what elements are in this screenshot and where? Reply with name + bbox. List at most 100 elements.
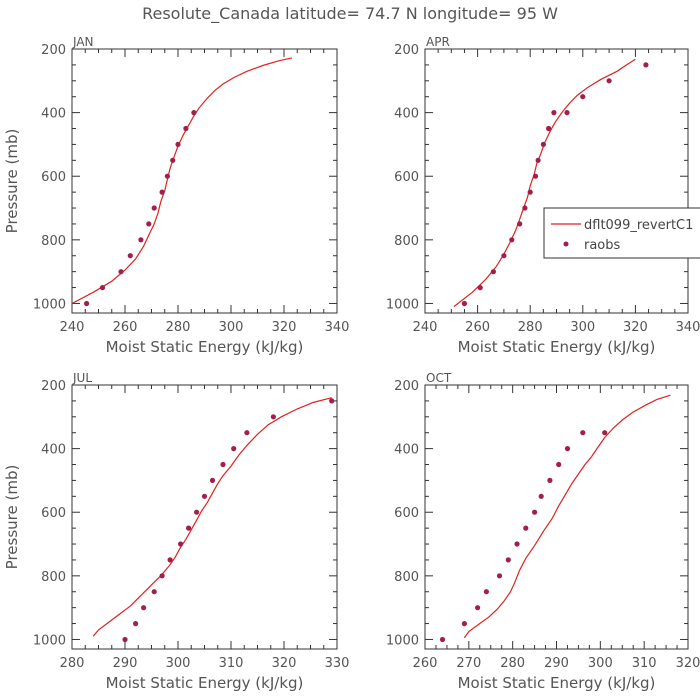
y-tick-label: 1000: [386, 633, 419, 648]
raobs-point: [461, 621, 467, 627]
raobs-point: [501, 253, 507, 259]
y-tick-label: 1000: [33, 297, 66, 312]
plot-frame: [71, 48, 338, 314]
raobs-point: [164, 173, 170, 179]
y-tick-label: 800: [41, 570, 66, 585]
x-tick-label: 310: [219, 656, 244, 671]
x-tick-label: 240: [413, 320, 438, 335]
x-tick-label: 260: [465, 320, 490, 335]
raobs-point: [141, 605, 147, 611]
model-line: [92, 397, 332, 637]
y-tick-label: 600: [41, 506, 66, 521]
x-tick-label: 240: [60, 320, 85, 335]
raobs-point: [606, 78, 612, 84]
raobs-point: [477, 285, 483, 291]
raobs-point: [580, 94, 586, 100]
x-tick-label: 320: [272, 656, 297, 671]
raobs-point: [540, 141, 547, 147]
raobs-point: [201, 493, 208, 499]
raobs-point: [99, 285, 106, 291]
raobs-point: [556, 461, 562, 468]
y-axis-label: Pressure (mb): [3, 129, 21, 234]
raobs-point: [244, 430, 250, 436]
x-tick-label: 310: [632, 656, 657, 671]
raobs-point: [538, 493, 544, 499]
raobs-point: [547, 477, 553, 483]
x-tick-label: 300: [570, 320, 595, 335]
panel-jul: JUL 280 290 300 310 320 330 200 400 600 800 1000 Moi…: [3, 371, 349, 692]
panel-apr: APR 240 260 280 300 320 340 200 400 600 800 1000 Moi…: [386, 35, 700, 356]
legend-box: [543, 207, 700, 259]
raobs-point: [191, 110, 197, 116]
y-tick-label: 1000: [386, 297, 419, 312]
x-tick-label: 320: [676, 656, 700, 671]
raobs-point: [159, 189, 165, 195]
raobs-point: [475, 605, 481, 611]
y-tick-label: 400: [41, 107, 66, 122]
x-tick-label: 340: [325, 320, 350, 335]
legend: dflt099_revertC1 raobs: [543, 207, 700, 259]
raobs-point: [532, 173, 539, 179]
panel-label: OCT: [426, 371, 452, 385]
x-tick-label: 300: [166, 656, 191, 671]
x-tick-label: 290: [544, 656, 569, 671]
raobs-point: [84, 300, 90, 307]
raobs-point: [551, 110, 557, 116]
raobs-point: [146, 221, 152, 227]
raobs-point: [564, 110, 570, 116]
x-tick-label: 320: [623, 320, 648, 335]
raobs-point: [329, 398, 335, 404]
raobs-point: [122, 636, 128, 643]
raobs-point: [138, 237, 144, 243]
y-tick-label: 400: [41, 443, 66, 458]
y-tick-label: 200: [41, 379, 66, 394]
x-tick-label: 290: [113, 656, 138, 671]
x-axis-label: Moist Static Energy (kJ/kg): [106, 338, 304, 356]
model-line: [463, 394, 671, 639]
raobs-point: [580, 430, 586, 436]
model-line: [453, 58, 636, 308]
y-tick-label: 200: [394, 379, 419, 394]
raobs-point: [509, 237, 515, 243]
raobs-point: [270, 414, 276, 420]
y-tick-label: 400: [394, 443, 419, 458]
raobs-point: [178, 541, 184, 547]
x-tick-label: 260: [413, 656, 438, 671]
raobs-point: [564, 446, 571, 452]
y-tick-label: 600: [41, 170, 66, 185]
raobs-point: [496, 573, 503, 579]
x-tick-label: 280: [518, 320, 543, 335]
y-tick-label: 600: [394, 506, 419, 521]
raobs-point: [133, 621, 139, 627]
legend-obs-label: raobs: [584, 238, 621, 253]
raobs-point: [175, 141, 181, 147]
x-axis-label: Moist Static Energy (kJ/kg): [458, 338, 656, 356]
x-tick-label: 300: [588, 656, 613, 671]
x-tick-label: 280: [60, 656, 85, 671]
x-tick-label: 260: [113, 320, 138, 335]
raobs-point: [483, 589, 489, 595]
raobs-point: [490, 269, 496, 275]
model-line: [71, 57, 293, 305]
y-tick-label: 400: [394, 107, 419, 122]
y-tick-label: 600: [394, 170, 419, 185]
x-axis-label: Moist Static Energy (kJ/kg): [106, 674, 304, 692]
raobs-point: [523, 525, 529, 531]
raobs-point: [602, 430, 608, 436]
y-axis-label: Pressure (mb): [3, 465, 21, 570]
raobs-point: [118, 269, 124, 275]
raobs-point: [183, 125, 189, 132]
y-tick-label: 200: [394, 43, 419, 58]
raobs-point: [220, 461, 226, 468]
y-tick-label: 800: [41, 234, 66, 249]
raobs-point: [522, 205, 528, 211]
raobs-point: [527, 189, 533, 195]
plot-frame: [424, 384, 689, 650]
x-tick-label: 330: [325, 656, 350, 671]
panel-jan: JAN 240 260 280 300 320 340 200 400 600 800 1000 Moi…: [3, 35, 349, 356]
panel-label: JUL: [72, 371, 92, 385]
x-tick-label: 280: [500, 656, 525, 671]
raobs-point: [151, 589, 157, 595]
raobs-point: [194, 509, 200, 515]
